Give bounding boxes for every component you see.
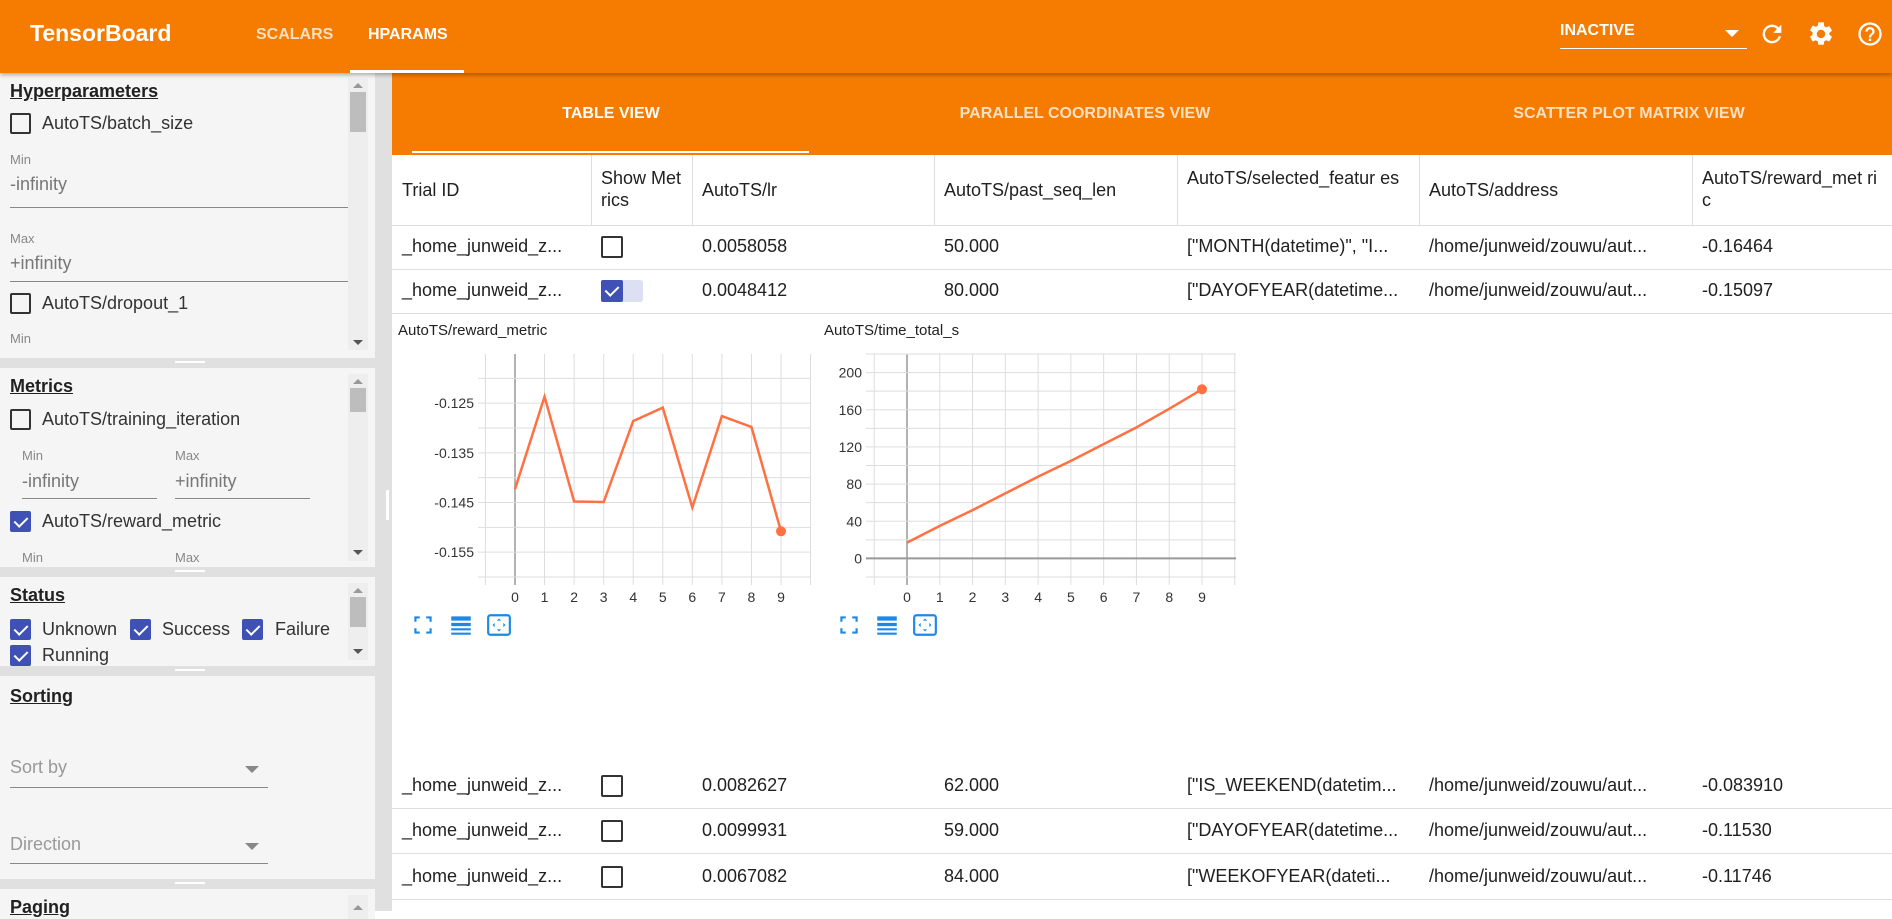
x-tick-label: 0 — [903, 589, 911, 605]
active-tab-indicator — [350, 70, 464, 73]
y-tick-label: 160 — [839, 402, 863, 418]
fit-domain-icon[interactable] — [912, 612, 938, 638]
tab-hparams[interactable]: HPARAMS — [368, 26, 448, 44]
settings-icon[interactable] — [1807, 20, 1835, 48]
active-tab-indicator — [412, 151, 809, 153]
x-tick-label: 3 — [1001, 589, 1009, 605]
app-title: TensorBoard — [30, 20, 171, 47]
y-tick-label: 120 — [839, 439, 863, 455]
tab-table-view[interactable]: TABLE VIEW — [411, 105, 811, 123]
fullscreen-icon[interactable] — [836, 612, 862, 638]
y-tick-label: 0 — [854, 550, 862, 566]
tab-scatter-plot-matrix-view[interactable]: SCATTER PLOT MATRIX VIEW — [1429, 105, 1829, 123]
tab-parallel-coordinates-view[interactable]: PARALLEL COORDINATES VIEW — [885, 105, 1285, 123]
y-tick-label: 80 — [846, 476, 862, 492]
tab-scalars[interactable]: SCALARS — [256, 26, 333, 44]
y-tick-label: 200 — [839, 365, 863, 381]
run-status-value: INACTIVE — [1560, 22, 1635, 39]
x-tick-label: 2 — [969, 589, 977, 605]
x-tick-label: 8 — [1165, 589, 1173, 605]
refresh-icon[interactable] — [1758, 20, 1786, 48]
chevron-down-icon — [1725, 30, 1739, 37]
x-tick-label: 9 — [1198, 589, 1206, 605]
y-tick-label: 40 — [846, 513, 862, 529]
data-point — [1197, 384, 1207, 394]
x-tick-label: 6 — [1100, 589, 1108, 605]
view-tabs: TABLE VIEW PARALLEL COORDINATES VIEW SCA… — [392, 73, 1892, 155]
x-tick-label: 7 — [1133, 589, 1141, 605]
run-status-select[interactable]: INACTIVE — [1560, 22, 1747, 49]
help-icon[interactable] — [1856, 20, 1884, 48]
toggle-log-scale-icon[interactable] — [874, 612, 900, 638]
x-tick-label: 5 — [1067, 589, 1075, 605]
x-tick-label: 4 — [1034, 589, 1042, 605]
x-tick-label: 1 — [936, 589, 944, 605]
top-app-bar: TensorBoard SCALARS HPARAMS INACTIVE — [0, 0, 1892, 73]
